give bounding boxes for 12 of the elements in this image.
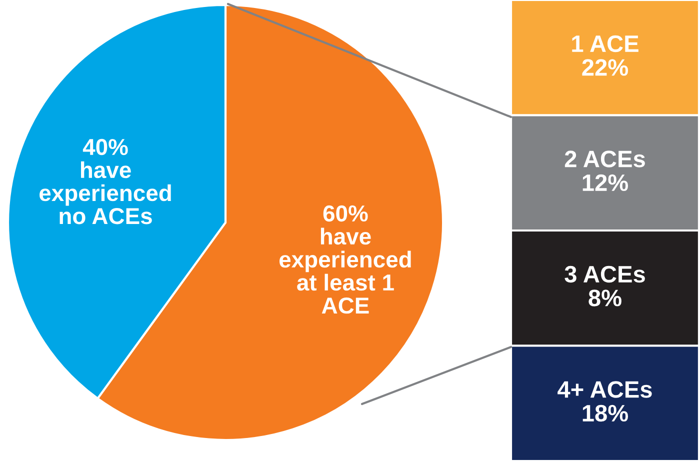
category-label: 4+ ACEs [558, 381, 652, 398]
text: 22% [582, 59, 628, 76]
slice-label: have experienced no ACEs [40, 161, 171, 224]
text: 18% [582, 404, 628, 422]
data-label: 60% [323, 205, 368, 222]
slice-label: have experienced at least 1 ACE [280, 228, 411, 314]
text: 12% [582, 174, 628, 192]
category-label: 3 ACEs [564, 266, 645, 283]
text: 8% [588, 290, 622, 306]
data-label: 40% [82, 138, 128, 156]
category-label: 1 ACE [572, 35, 638, 52]
category-label: 2 ACEs [564, 150, 645, 168]
